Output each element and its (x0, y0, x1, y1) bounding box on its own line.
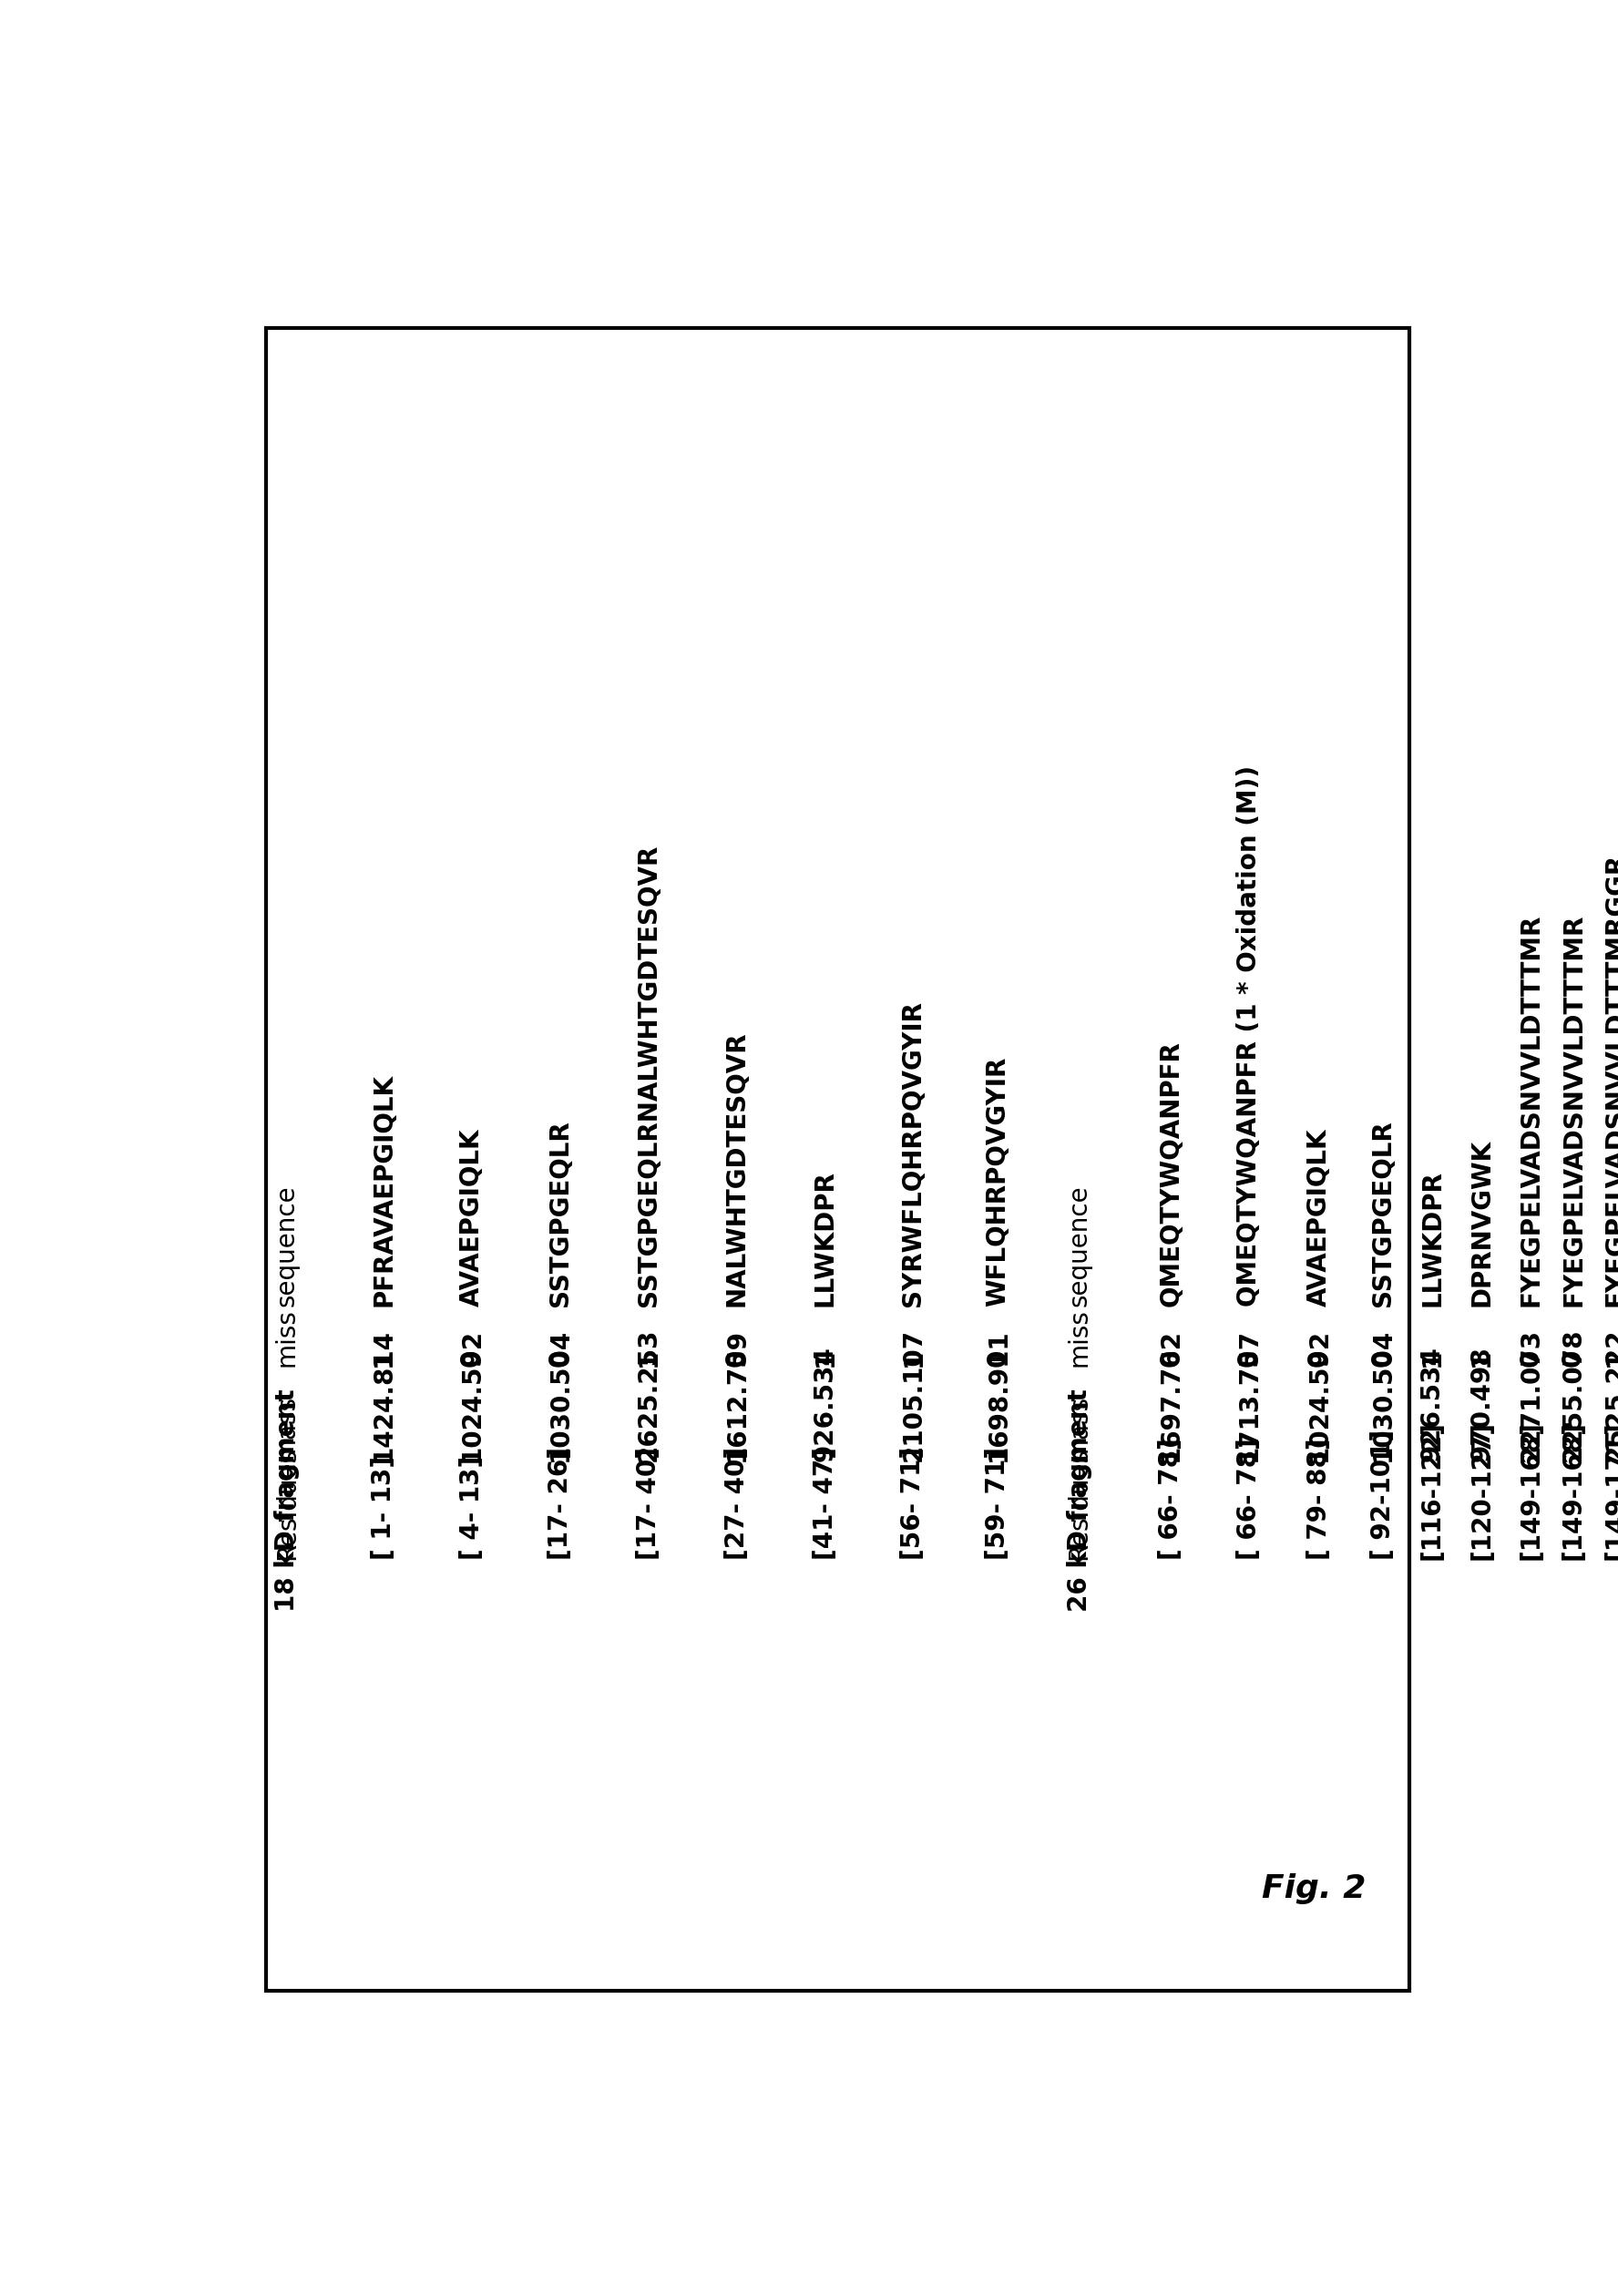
Text: [56- 71]: [56- 71] (901, 1446, 925, 1559)
Text: [149-168]: [149-168] (1518, 1421, 1544, 1559)
Text: FYEGPELVADSNVVLDTTTMR: FYEGPELVADSNVVLDTTTMR (1561, 914, 1586, 1306)
Text: 1: 1 (636, 1350, 662, 1366)
Text: [17- 26]: [17- 26] (547, 1446, 573, 1559)
Text: [59- 71]: [59- 71] (985, 1446, 1011, 1559)
Text: SYRWFLQHRPQVGYIR: SYRWFLQHRPQVGYIR (901, 1001, 925, 1306)
Text: [ 66- 78]: [ 66- 78] (1158, 1437, 1184, 1559)
Text: 1: 1 (1469, 1350, 1495, 1366)
Text: [ 79- 88]: [ 79- 88] (1306, 1437, 1332, 1559)
Text: 2271.073: 2271.073 (1518, 1327, 1544, 1460)
Text: [ 4- 13]: [ 4- 13] (460, 1456, 485, 1559)
Text: 1: 1 (371, 1350, 396, 1366)
Text: miss: miss (273, 1309, 299, 1366)
Text: [27- 40]: [27- 40] (723, 1446, 749, 1559)
Text: [120-127]: [120-127] (1469, 1419, 1495, 1559)
Text: 1024.592: 1024.592 (1306, 1327, 1332, 1460)
Text: NALWHTGDTESQVR: NALWHTGDTESQVR (723, 1031, 749, 1306)
Text: miss: miss (1066, 1309, 1092, 1366)
Text: 926.534: 926.534 (812, 1345, 838, 1460)
Text: FYEGPELVADSNVVLDTTTMR: FYEGPELVADSNVVLDTTTMR (1518, 914, 1544, 1306)
Text: LLWKDPR: LLWKDPR (812, 1171, 838, 1306)
Text: 26 kD fragment: 26 kD fragment (1066, 1389, 1092, 1612)
Text: [ 66- 78]: [ 66- 78] (1236, 1437, 1262, 1559)
Text: [149-168]: [149-168] (1561, 1421, 1586, 1559)
Text: 1: 1 (901, 1350, 925, 1366)
Text: FYEGPELVADSNVVLDTTTMRGGR: FYEGPELVADSNVVLDTTTMRGGR (1603, 852, 1618, 1306)
Text: 1: 1 (1603, 1350, 1618, 1366)
Text: 926.534: 926.534 (1419, 1345, 1445, 1460)
Text: sequence: sequence (1066, 1185, 1092, 1306)
Text: 1030.504: 1030.504 (1370, 1327, 1395, 1460)
Text: AVAEPGIQLK: AVAEPGIQLK (1306, 1130, 1332, 1306)
Text: 1713.757: 1713.757 (1236, 1327, 1262, 1460)
Text: [17- 40]: [17- 40] (636, 1446, 662, 1559)
Text: 0: 0 (1561, 1348, 1586, 1366)
Text: 1697.762: 1697.762 (1158, 1327, 1184, 1460)
Text: SSTGPGEQLR: SSTGPGEQLR (1370, 1120, 1395, 1306)
Text: 1698.911: 1698.911 (985, 1329, 1011, 1460)
Text: Residues: Residues (1066, 1446, 1092, 1559)
Text: QMEQTYWQANPFR: QMEQTYWQANPFR (1158, 1040, 1184, 1306)
Text: 1: 1 (812, 1350, 838, 1366)
Text: 1612.759: 1612.759 (723, 1327, 749, 1460)
Text: AVAEPGIQLK: AVAEPGIQLK (460, 1130, 485, 1306)
Text: 18 kD fragment: 18 kD fragment (273, 1389, 299, 1612)
Text: 1: 1 (1419, 1350, 1445, 1366)
Text: DPRNVGWK: DPRNVGWK (1469, 1139, 1495, 1306)
Text: [149-171]: [149-171] (1603, 1421, 1618, 1559)
Text: mass: mass (273, 1394, 299, 1460)
Text: Residues: Residues (273, 1446, 299, 1559)
Text: [116-122]: [116-122] (1419, 1421, 1445, 1559)
Text: 0: 0 (1370, 1348, 1395, 1366)
Text: 0: 0 (460, 1348, 485, 1366)
Text: 2105.107: 2105.107 (901, 1327, 925, 1460)
Text: 0: 0 (985, 1348, 1011, 1366)
Text: 2255.078: 2255.078 (1561, 1327, 1586, 1460)
Text: Fig. 2: Fig. 2 (1262, 1874, 1366, 1906)
Text: SSTGPGEQLRNALWHTGDTESQVR: SSTGPGEQLRNALWHTGDTESQVR (636, 845, 662, 1306)
Text: LLWKDPR: LLWKDPR (1419, 1171, 1445, 1306)
Text: 1030.504: 1030.504 (547, 1327, 573, 1460)
Text: SSTGPGEQLR: SSTGPGEQLR (547, 1120, 573, 1306)
Text: 2525.222: 2525.222 (1603, 1327, 1618, 1460)
Text: [ 92-101]: [ 92-101] (1370, 1428, 1395, 1559)
Text: [41- 47]: [41- 47] (812, 1446, 838, 1559)
Text: WFLQHRPQVGYIR: WFLQHRPQVGYIR (985, 1056, 1011, 1306)
Text: sequence: sequence (273, 1185, 299, 1306)
Text: 0: 0 (1518, 1348, 1544, 1366)
Text: PFRAVAEPGIQLK: PFRAVAEPGIQLK (371, 1075, 396, 1306)
Text: mass: mass (1066, 1394, 1092, 1460)
Text: QMEQTYWQANPFR (1 * Oxidation (M)): QMEQTYWQANPFR (1 * Oxidation (M)) (1236, 765, 1262, 1306)
Text: 2625.253: 2625.253 (636, 1327, 662, 1460)
Text: 0: 0 (1158, 1348, 1184, 1366)
Text: 1024.592: 1024.592 (460, 1327, 485, 1460)
Text: 0: 0 (1306, 1348, 1332, 1366)
Text: 0: 0 (547, 1348, 573, 1366)
Text: [ 1- 13]: [ 1- 13] (371, 1456, 396, 1559)
Text: 0: 0 (1236, 1348, 1262, 1366)
Text: 0: 0 (723, 1348, 749, 1366)
Text: 1424.814: 1424.814 (371, 1327, 396, 1460)
Text: 970.498: 970.498 (1469, 1345, 1495, 1460)
